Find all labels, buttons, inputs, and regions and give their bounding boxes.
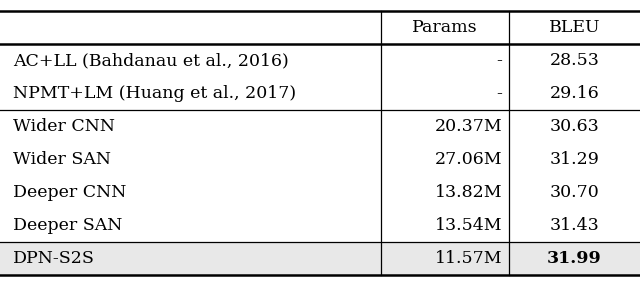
- Text: 11.57M: 11.57M: [435, 250, 502, 267]
- Text: 30.63: 30.63: [550, 118, 599, 135]
- Text: 31.43: 31.43: [550, 217, 599, 234]
- Text: Deeper CNN: Deeper CNN: [13, 184, 126, 201]
- Bar: [0, 242, 640, 275]
- Text: Deeper SAN: Deeper SAN: [13, 217, 122, 234]
- Text: 13.54M: 13.54M: [435, 217, 502, 234]
- Text: AC+LL (Bahdanau et al., 2016): AC+LL (Bahdanau et al., 2016): [13, 52, 289, 69]
- Text: 29.16: 29.16: [550, 85, 599, 102]
- Text: 13.82M: 13.82M: [435, 184, 502, 201]
- Text: 28.53: 28.53: [550, 52, 599, 69]
- Text: Params: Params: [412, 19, 477, 36]
- Text: 30.70: 30.70: [550, 184, 599, 201]
- Text: DPN-S2S: DPN-S2S: [13, 250, 95, 267]
- Text: 20.37M: 20.37M: [435, 118, 502, 135]
- Text: Wider SAN: Wider SAN: [13, 151, 111, 168]
- Text: Wider CNN: Wider CNN: [13, 118, 115, 135]
- Text: 31.99: 31.99: [547, 250, 602, 267]
- Text: -: -: [497, 52, 502, 69]
- Text: 27.06M: 27.06M: [435, 151, 502, 168]
- Text: 31.29: 31.29: [550, 151, 599, 168]
- Text: NPMT+LM (Huang et al., 2017): NPMT+LM (Huang et al., 2017): [13, 85, 296, 102]
- Text: -: -: [497, 85, 502, 102]
- Text: BLEU: BLEU: [548, 19, 600, 36]
